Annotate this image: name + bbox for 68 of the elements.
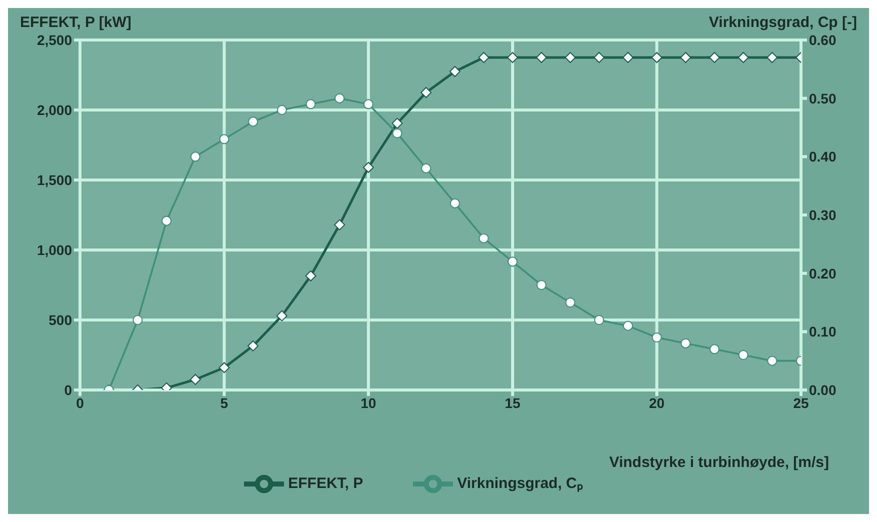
point xyxy=(276,105,287,115)
point xyxy=(190,152,200,162)
point xyxy=(450,198,460,208)
point xyxy=(392,118,403,129)
point xyxy=(564,52,576,63)
point xyxy=(132,315,143,325)
point xyxy=(305,270,316,282)
y-tick-label: 500 xyxy=(48,312,72,328)
point xyxy=(190,374,201,385)
y2-axis-title: Virkningsgrad, Cp [-] xyxy=(708,14,857,31)
point xyxy=(420,87,432,98)
y-axis-title: EFFEKT, P [kW] xyxy=(20,14,132,31)
point xyxy=(709,344,720,354)
point xyxy=(766,52,778,63)
legend-label: EFFEKT, P xyxy=(288,474,364,492)
x-tick-label: 20 xyxy=(649,394,665,411)
point xyxy=(651,52,662,63)
x-tick-label: 10 xyxy=(360,394,376,411)
point xyxy=(276,310,288,322)
point xyxy=(680,52,692,63)
point xyxy=(536,52,547,63)
point xyxy=(478,233,489,244)
x-tick-label: 25 xyxy=(793,394,809,411)
point xyxy=(421,163,432,174)
y-tick-label: 1,000 xyxy=(36,242,72,258)
y-tick-label: 1,500 xyxy=(36,172,72,188)
y2-tick-label: 0.20 xyxy=(809,265,836,282)
point xyxy=(565,298,576,308)
point xyxy=(680,338,691,348)
point xyxy=(508,256,518,267)
point xyxy=(334,93,345,104)
point xyxy=(392,128,402,138)
y-tick-label: 0 xyxy=(64,382,72,398)
y-tick-label: 2,500 xyxy=(36,32,72,48)
point xyxy=(738,350,748,360)
point xyxy=(738,52,749,63)
y2-tick-label: 0.60 xyxy=(809,32,836,48)
point xyxy=(248,340,259,352)
point xyxy=(622,52,634,63)
y2-tick-label: 0.00 xyxy=(809,382,836,398)
x-tick-label: 5 xyxy=(220,394,228,411)
point xyxy=(248,116,258,127)
point xyxy=(708,52,720,63)
point xyxy=(334,219,346,230)
point xyxy=(622,320,633,331)
y2-tick-label: 0.30 xyxy=(809,206,836,223)
point xyxy=(652,332,662,342)
point xyxy=(219,134,230,144)
point xyxy=(594,52,605,63)
x-tick-label: 0 xyxy=(76,394,84,411)
point xyxy=(449,66,460,77)
point xyxy=(767,356,778,366)
x-axis-title: Vindstyrke i turbinhøyde, [m/s] xyxy=(609,454,829,471)
y2-tick-label: 0.40 xyxy=(809,148,836,165)
point xyxy=(363,99,374,110)
point xyxy=(478,52,490,63)
point xyxy=(507,52,518,63)
point xyxy=(162,216,172,226)
point xyxy=(594,315,604,325)
point xyxy=(536,280,546,290)
point xyxy=(306,99,316,110)
point xyxy=(362,162,374,173)
y2-tick-label: 0.50 xyxy=(809,90,836,106)
x-tick-label: 15 xyxy=(504,394,521,411)
point xyxy=(218,362,230,374)
y-tick-label: 2,000 xyxy=(36,102,72,118)
y2-tick-label: 0.10 xyxy=(809,324,836,340)
legend-label: Virkningsgrad, Cₚ xyxy=(457,474,583,492)
